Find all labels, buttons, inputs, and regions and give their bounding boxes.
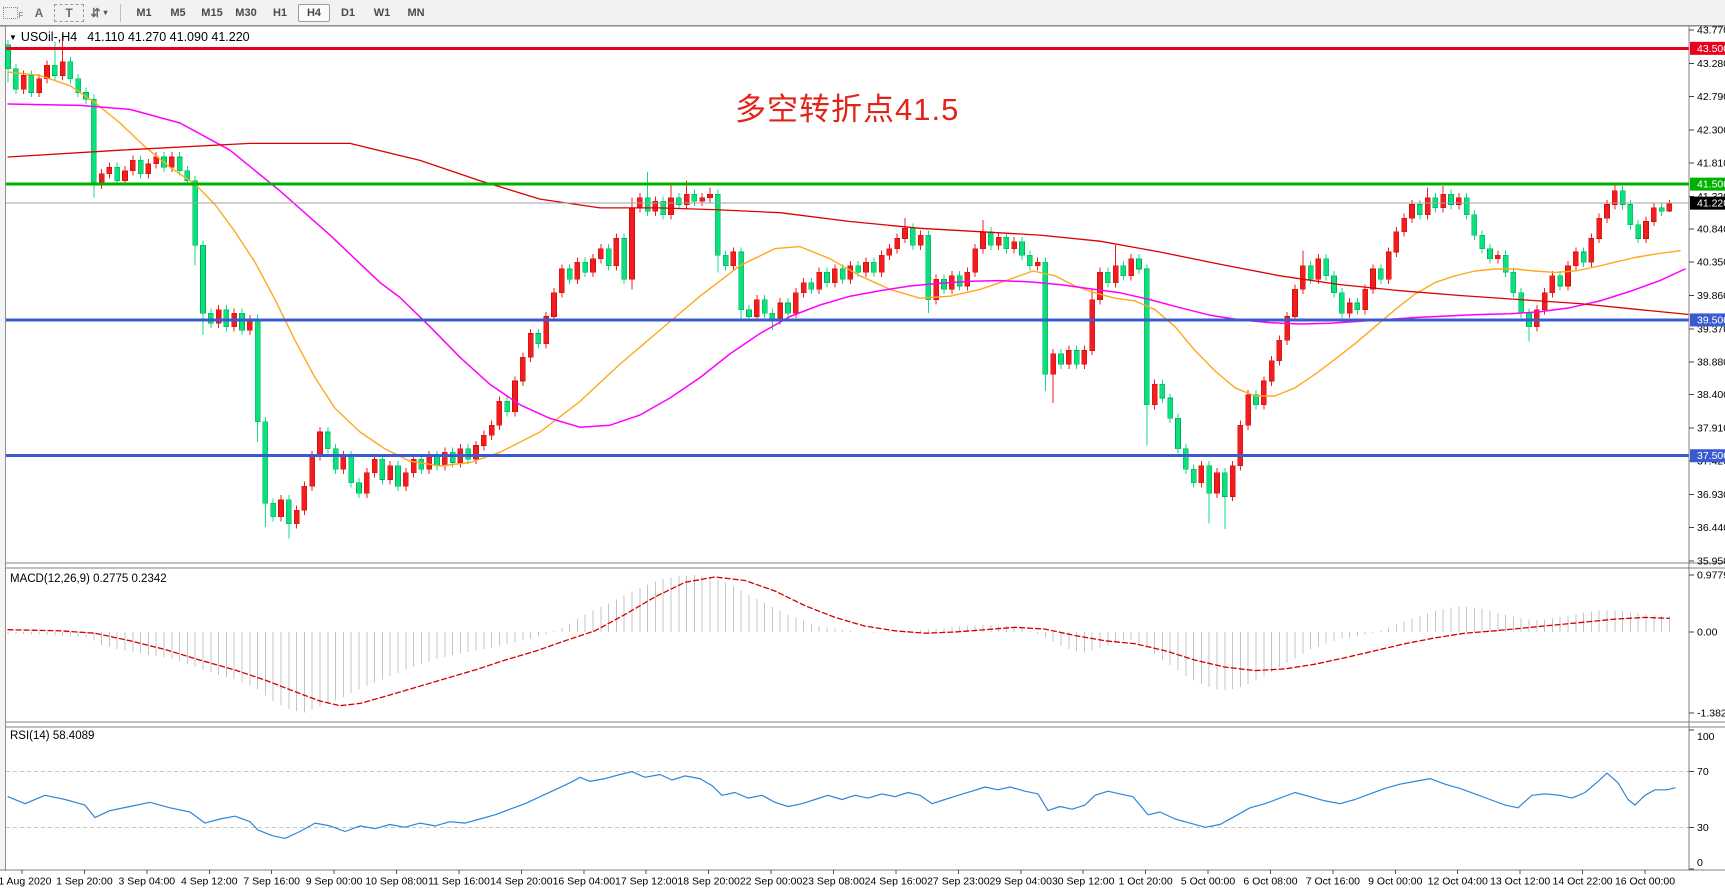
- svg-text:9 Oct 00:00: 9 Oct 00:00: [1368, 876, 1422, 888]
- svg-text:31 Aug 2020: 31 Aug 2020: [0, 876, 52, 888]
- svg-text:16 Sep 04:00: 16 Sep 04:00: [553, 876, 616, 888]
- svg-text:18 Sep 20:00: 18 Sep 20:00: [677, 876, 740, 888]
- svg-text:100: 100: [1697, 731, 1715, 743]
- svg-text:41.810: 41.810: [1697, 158, 1725, 170]
- chart-toolbar: F A T ⇵ ▾ M1 M5 M15 M30 H1 H4 D1 W1 MN: [0, 0, 1725, 26]
- svg-text:43.500: 43.500: [1697, 43, 1725, 55]
- svg-text:3 Sep 04:00: 3 Sep 04:00: [119, 876, 176, 888]
- svg-text:0: 0: [1697, 857, 1703, 869]
- svg-text:40.840: 40.840: [1697, 223, 1725, 235]
- svg-text:7 Oct 16:00: 7 Oct 16:00: [1306, 876, 1360, 888]
- timeframe-button-H1[interactable]: H1: [272, 6, 288, 19]
- svg-text:42.790: 42.790: [1697, 91, 1725, 103]
- grid-glyph: [2, 6, 18, 19]
- text-box-icon[interactable]: T: [54, 3, 84, 22]
- svg-text:10 Sep 08:00: 10 Sep 08:00: [365, 876, 428, 888]
- timeframe-button-W1[interactable]: W1: [373, 6, 391, 19]
- svg-text:11 Sep 16:00: 11 Sep 16:00: [428, 876, 490, 888]
- svg-text:37.500: 37.500: [1697, 450, 1725, 462]
- svg-text:40.350: 40.350: [1697, 257, 1725, 269]
- text-annotation-icon[interactable]: A: [34, 5, 44, 20]
- svg-text:38.400: 38.400: [1697, 389, 1725, 401]
- timeframe-button-M30[interactable]: M30: [235, 6, 257, 19]
- svg-text:1 Sep 20:00: 1 Sep 20:00: [56, 876, 113, 888]
- timeframe-button-H4[interactable]: H4: [298, 3, 330, 22]
- svg-text:14 Oct 22:00: 14 Oct 22:00: [1553, 876, 1613, 888]
- svg-text:16 Oct 00:00: 16 Oct 00:00: [1615, 876, 1675, 888]
- svg-text:4 Sep 12:00: 4 Sep 12:00: [181, 876, 238, 888]
- svg-text:17 Sep 12:00: 17 Sep 12:00: [615, 876, 678, 888]
- svg-text:35.950: 35.950: [1697, 555, 1725, 567]
- svg-text:24 Sep 16:00: 24 Sep 16:00: [865, 876, 928, 888]
- svg-text:27 Sep 23:00: 27 Sep 23:00: [927, 876, 990, 888]
- window-left-border: [0, 26, 6, 871]
- svg-text:1 Oct 20:00: 1 Oct 20:00: [1118, 876, 1172, 888]
- svg-text:37.910: 37.910: [1697, 422, 1725, 434]
- svg-text:5 Oct 00:00: 5 Oct 00:00: [1181, 876, 1235, 888]
- svg-text:14 Sep 20:00: 14 Sep 20:00: [490, 876, 553, 888]
- svg-text:12 Oct 04:00: 12 Oct 04:00: [1428, 876, 1488, 888]
- svg-text:0.00: 0.00: [1697, 627, 1718, 639]
- svg-text:39.500: 39.500: [1697, 314, 1725, 326]
- timeframe-button-D1[interactable]: D1: [340, 6, 356, 19]
- svg-text:43.280: 43.280: [1697, 58, 1725, 70]
- svg-text:-1.382: -1.382: [1697, 707, 1725, 719]
- template-grid-icon[interactable]: F: [2, 3, 24, 23]
- svg-text:38.880: 38.880: [1697, 357, 1725, 369]
- svg-text:7 Sep 16:00: 7 Sep 16:00: [243, 876, 300, 888]
- svg-text:36.930: 36.930: [1697, 489, 1725, 501]
- arrows-glyph: ⇵: [90, 5, 101, 20]
- svg-text:23 Sep 08:00: 23 Sep 08:00: [802, 876, 865, 888]
- grid-f-label: F: [18, 11, 24, 20]
- svg-text:41.220: 41.220: [1697, 198, 1725, 210]
- svg-text:30 Sep 12:00: 30 Sep 12:00: [1052, 876, 1115, 888]
- timeframe-button-MN[interactable]: MN: [407, 6, 425, 19]
- timeframe-button-M15[interactable]: M15: [201, 6, 223, 19]
- svg-text:39.860: 39.860: [1697, 290, 1725, 302]
- svg-text:6 Oct 08:00: 6 Oct 08:00: [1243, 876, 1297, 888]
- timeframe-button-M5[interactable]: M5: [170, 6, 186, 19]
- svg-text:42.300: 42.300: [1697, 124, 1725, 136]
- svg-text:41.500: 41.500: [1697, 179, 1725, 191]
- svg-text:22 Sep 00:00: 22 Sep 00:00: [740, 876, 803, 888]
- svg-text:9 Sep 00:00: 9 Sep 00:00: [306, 876, 363, 888]
- svg-text:13 Oct 12:00: 13 Oct 12:00: [1490, 876, 1550, 888]
- arrange-windows-icon[interactable]: ⇵ ▾: [88, 3, 110, 23]
- svg-text:29 Sep 04:00: 29 Sep 04:00: [990, 876, 1053, 888]
- dropdown-caret-icon: ▾: [103, 8, 108, 17]
- svg-text:0.9779: 0.9779: [1697, 569, 1725, 581]
- timeframe-button-M1[interactable]: M1: [136, 6, 152, 19]
- svg-text:43.770: 43.770: [1697, 25, 1725, 37]
- svg-text:70: 70: [1697, 766, 1709, 778]
- toolbar-separator: [120, 3, 121, 22]
- svg-text:30: 30: [1697, 822, 1709, 834]
- svg-text:36.440: 36.440: [1697, 522, 1725, 534]
- timeframe-buttons: M1 M5 M15 M30 H1 H4 D1 W1 MN: [127, 3, 433, 22]
